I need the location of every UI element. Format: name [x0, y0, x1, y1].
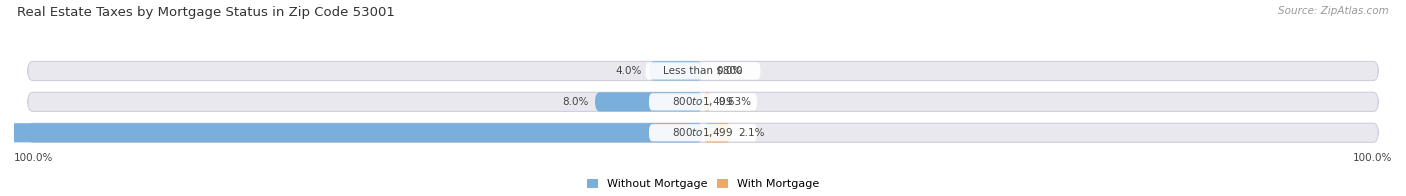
- Text: $800 to $1,499: $800 to $1,499: [672, 95, 734, 108]
- Text: 100.0%: 100.0%: [14, 153, 53, 163]
- Text: 8.0%: 8.0%: [562, 97, 588, 107]
- Text: 4.0%: 4.0%: [616, 66, 643, 76]
- Text: $800 to $1,499: $800 to $1,499: [672, 126, 734, 139]
- FancyBboxPatch shape: [645, 62, 761, 80]
- FancyBboxPatch shape: [0, 123, 703, 142]
- Text: 2.1%: 2.1%: [738, 128, 765, 138]
- FancyBboxPatch shape: [28, 61, 1378, 81]
- Text: Real Estate Taxes by Mortgage Status in Zip Code 53001: Real Estate Taxes by Mortgage Status in …: [17, 6, 395, 19]
- Text: Source: ZipAtlas.com: Source: ZipAtlas.com: [1278, 6, 1389, 16]
- Text: 100.0%: 100.0%: [1353, 153, 1392, 163]
- Text: 0.63%: 0.63%: [718, 97, 751, 107]
- Text: Less than $800: Less than $800: [664, 66, 742, 76]
- FancyBboxPatch shape: [650, 124, 756, 142]
- FancyBboxPatch shape: [703, 123, 731, 142]
- FancyBboxPatch shape: [595, 92, 703, 112]
- Text: 0.0%: 0.0%: [717, 66, 742, 76]
- Legend: Without Mortgage, With Mortgage: Without Mortgage, With Mortgage: [588, 179, 818, 189]
- FancyBboxPatch shape: [650, 93, 756, 111]
- FancyBboxPatch shape: [28, 123, 1378, 142]
- FancyBboxPatch shape: [650, 61, 703, 81]
- FancyBboxPatch shape: [28, 92, 1378, 112]
- FancyBboxPatch shape: [703, 92, 711, 112]
